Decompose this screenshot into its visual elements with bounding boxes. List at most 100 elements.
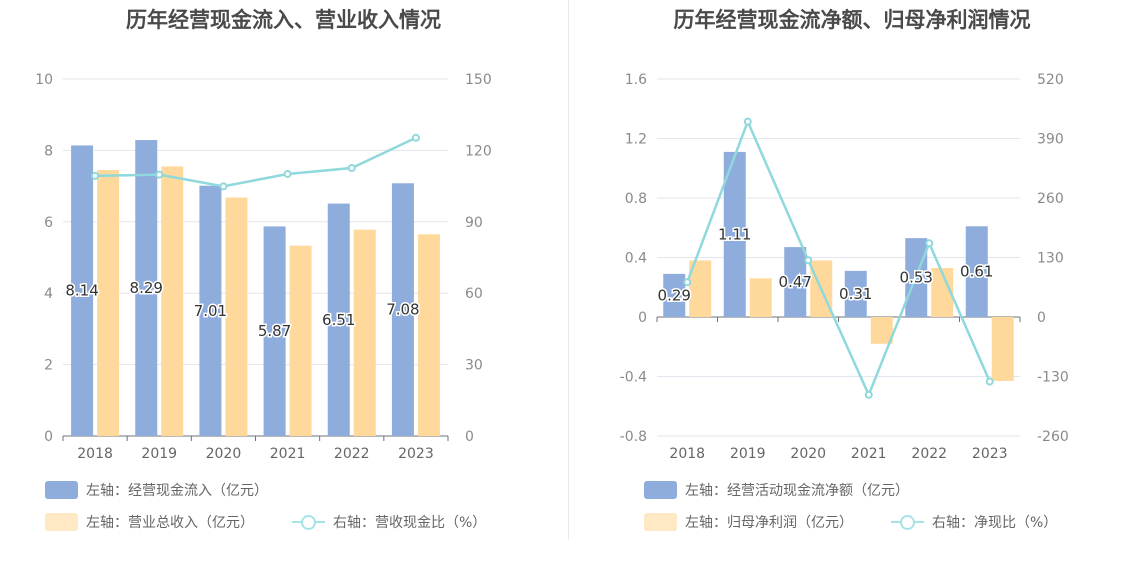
x-tick-label: 2023: [398, 446, 434, 462]
bar-primary: [844, 270, 867, 317]
y-left-tick-label: -0.8: [620, 429, 647, 445]
data-label: 0.53: [900, 269, 933, 287]
y-right-tick-label: 390: [1037, 132, 1064, 148]
y-left-tick-label: -0.4: [620, 370, 647, 386]
bar-secondary: [225, 197, 248, 436]
legend-item-cash-inflow[interactable]: 左轴：经营现金流入（亿元）: [45, 480, 268, 500]
data-label: 0.61: [960, 263, 993, 281]
bar-secondary: [417, 234, 440, 436]
line-point: [219, 182, 228, 191]
data-label: 0.31: [839, 285, 872, 303]
bar-secondary: [353, 229, 376, 436]
chart-panel-left: 历年经营现金流入、营业收入情况 0 0 2 30 4 60 6 90 8 120 10 150 2018…: [35, 8, 492, 532]
bar-primary: [199, 185, 222, 436]
bar-secondary: [749, 278, 772, 317]
x-tick-label: 2018: [669, 446, 705, 462]
chart-title-left: 历年经营现金流入、营业收入情况: [126, 8, 441, 32]
bar-secondary: [870, 317, 893, 344]
legend-label: 左轴：营业总收入（亿元）: [86, 515, 254, 531]
data-label: 1.11: [718, 225, 751, 243]
y-left-tick-label: 1.6: [625, 72, 647, 88]
data-label: 0.29: [658, 286, 691, 304]
y-right-tick-label: 90: [465, 215, 483, 231]
bar-primary: [135, 140, 158, 436]
line-point: [91, 171, 100, 180]
y-right-tick-label: 30: [465, 358, 483, 374]
line-point: [925, 239, 934, 248]
data-label: 5.87: [258, 322, 291, 340]
y-right-tick-label: 0: [465, 429, 474, 445]
line-point: [864, 390, 873, 399]
line-point: [985, 377, 994, 386]
data-label: 0.47: [779, 273, 812, 291]
bar-secondary: [289, 245, 312, 436]
legend-label: 左轴：经营现金流入（亿元）: [86, 483, 268, 499]
y-left-tick-label: 6: [44, 215, 53, 231]
x-tick-label: 2021: [270, 446, 306, 462]
line-point: [283, 169, 292, 178]
y-left-tick-label: 10: [35, 72, 53, 88]
x-tick-label: 2021: [851, 446, 887, 462]
legend-item-revenue[interactable]: 左轴：营业总收入（亿元）: [45, 512, 254, 532]
data-label: 8.29: [130, 279, 163, 297]
x-tick-label: 2022: [911, 446, 947, 462]
y-left-tick-label: 8: [44, 143, 53, 159]
bar-primary: [327, 203, 350, 436]
x-tick-label: 2020: [206, 446, 242, 462]
bar-secondary: [161, 166, 184, 436]
line-point: [804, 256, 813, 265]
x-tick-label: 2018: [77, 446, 113, 462]
y-right-tick-label: 520: [1037, 72, 1064, 88]
y-right-tick-label: 150: [465, 72, 492, 88]
bar-primary: [663, 273, 686, 317]
y-left-tick-label: 0.8: [625, 191, 647, 207]
legend-label: 左轴：经营活动现金流净额（亿元）: [685, 483, 909, 499]
chart-panel-right: 历年经营现金流净额、归母净利润情况 -0.8 -260 -0.4 -130 0 0 0.4 1…: [570, 0, 1134, 582]
legend-swatch-bar: [45, 481, 78, 499]
data-label: 7.08: [386, 301, 419, 319]
legend-item-net-profit[interactable]: 左轴：归母净利润（亿元）: [644, 512, 853, 532]
bar-secondary: [991, 317, 1014, 381]
legend-label: 左轴：归母净利润（亿元）: [685, 515, 853, 531]
bar-primary: [391, 183, 414, 436]
y-left-tick-label: 0: [638, 310, 647, 326]
legend-swatch-line: [292, 513, 325, 531]
bar-secondary: [931, 267, 954, 317]
legend-item-net-cash-ratio[interactable]: 右轴：净现比（%）: [891, 512, 1057, 532]
y-left-tick-label: 2: [44, 358, 53, 374]
chart-title-right: 历年经营现金流净额、归母净利润情况: [673, 8, 1031, 32]
y-right-tick-label: 130: [1037, 251, 1064, 267]
x-tick-label: 2019: [141, 446, 177, 462]
y-left-tick-label: 0: [44, 429, 53, 445]
line-series: [95, 136, 417, 188]
panel-divider: [568, 0, 569, 540]
bar-primary: [965, 226, 988, 317]
y-right-tick-label: -260: [1037, 429, 1069, 445]
legend-label: 右轴：营收现金比（%）: [333, 515, 487, 531]
bar-primary: [71, 145, 94, 437]
y-right-tick-label: 260: [1037, 191, 1064, 207]
bar-primary: [784, 247, 807, 317]
data-label: 6.51: [322, 311, 355, 329]
y-right-tick-label: 60: [465, 286, 483, 302]
line-point: [411, 133, 420, 142]
line-point: [347, 164, 356, 173]
bar-primary: [723, 151, 746, 317]
y-left-tick-label: 1.2: [625, 132, 647, 148]
legend-item-cash-ratio[interactable]: 右轴：营收现金比（%）: [292, 512, 486, 532]
bar-secondary: [689, 260, 712, 317]
bar-secondary: [97, 170, 120, 436]
line-point: [155, 170, 164, 179]
x-tick-label: 2023: [972, 446, 1008, 462]
data-label: 8.14: [65, 282, 98, 300]
chart-plot-left: 0 0 2 30 4 60 6 90 8 120 10 150 2018 2019 2020 2021 2022…: [35, 72, 492, 462]
y-right-tick-label: 0: [1037, 310, 1046, 326]
legend-swatch-bar: [45, 513, 78, 531]
line-series: [686, 118, 991, 399]
chart-plot-right: -0.8 -260 -0.4 -130 0 0 0.4 130 0.8 260 1.2 390 1.6 5…: [620, 72, 1069, 462]
legend-item-net-cash-flow[interactable]: 左轴：经营活动现金流净额（亿元）: [644, 480, 909, 500]
bar-primary: [263, 226, 286, 436]
data-label: 7.01: [194, 302, 227, 320]
y-left-tick-label: 4: [44, 286, 53, 302]
line-point: [683, 278, 692, 287]
